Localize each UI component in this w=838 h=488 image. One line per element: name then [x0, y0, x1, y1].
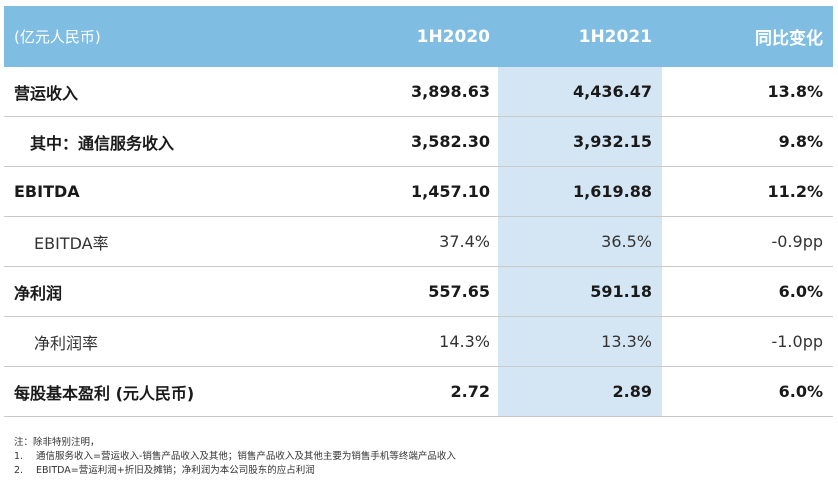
value-yoy-change: 11.2% — [767, 182, 823, 201]
value-1h2021: 36.5% — [498, 217, 662, 266]
row-label: 净利润率 — [34, 333, 99, 353]
value-yoy-change: 6.0% — [778, 382, 823, 401]
table-row: EBITDA 1,457.10 1,619.88 11.2% — [4, 167, 833, 217]
table-row: EBITDA率 37.4% 36.5% -0.9pp — [4, 217, 833, 267]
footnote-number: 1. — [14, 451, 24, 462]
value-yoy-change: 6.0% — [778, 282, 823, 301]
value-1h2021: 2.89 — [498, 367, 662, 416]
row-label: 净利润 — [14, 283, 63, 303]
table-row: 净利润率 14.3% 13.3% -1.0pp — [4, 317, 833, 367]
unit-label: (亿元人民币) — [14, 28, 101, 46]
financial-table: (亿元人民币) 1H2020 1H2021 同比变化 营运收入 3,898.63 4… — [4, 6, 833, 417]
footnote-2: 2. EBITDA=营运利润+折旧及摊销；净利润为本公司股东的应占利润 — [14, 464, 456, 478]
row-label: 每股基本盈利 (元人民币) — [14, 383, 195, 403]
value-1h2021: 13.3% — [498, 317, 662, 366]
col-header-yoy-change: 同比变化 — [755, 29, 823, 49]
value-yoy-change: 13.8% — [767, 82, 823, 101]
table-row: 其中：通信服务收入 3,582.30 3,932.15 9.8% — [4, 117, 833, 167]
row-label: 营运收入 — [14, 83, 79, 103]
row-label: EBITDA — [14, 182, 80, 201]
value-1h2021: 3,932.15 — [498, 117, 662, 166]
footnote-text: 通信服务收入=营运收入-销售产品收入及其他；销售产品收入及其他主要为销售手机等终… — [36, 451, 456, 462]
table-row: 净利润 557.65 591.18 6.0% — [4, 267, 833, 317]
footnote-1: 1. 通信服务收入=营运收入-销售产品收入及其他；销售产品收入及其他主要为销售手… — [14, 450, 456, 464]
value-yoy-change: 9.8% — [778, 132, 823, 151]
value-1h2020: 14.3% — [439, 332, 490, 351]
col-header-1h2020: 1H2020 — [416, 26, 490, 47]
value-yoy-change: -0.9pp — [771, 232, 823, 251]
footnote-title: 注：除非特别注明， — [14, 437, 100, 448]
value-1h2021: 1,619.88 — [498, 167, 662, 216]
value-1h2020: 2.72 — [450, 382, 490, 401]
table-header: (亿元人民币) 1H2020 1H2021 同比变化 — [4, 6, 833, 67]
col-header-1h2021: 1H2021 — [578, 26, 652, 47]
value-1h2020: 37.4% — [439, 232, 490, 251]
row-label: EBITDA率 — [34, 233, 109, 253]
footnotes: 注：除非特别注明， 1. 通信服务收入=营运收入-销售产品收入及其他；销售产品收… — [14, 436, 456, 478]
footnote-text: EBITDA=营运利润+折旧及摊销；净利润为本公司股东的应占利润 — [36, 465, 315, 476]
value-1h2020: 557.65 — [428, 282, 490, 301]
value-yoy-change: -1.0pp — [771, 332, 823, 351]
value-1h2020: 3,898.63 — [411, 82, 490, 101]
value-1h2020: 1,457.10 — [411, 182, 490, 201]
table-body: 营运收入 3,898.63 4,436.47 13.8% 其中：通信服务收入 3,582.… — [4, 67, 833, 417]
footnote-number: 2. — [14, 465, 24, 476]
row-label: 其中：通信服务收入 — [30, 133, 175, 153]
value-1h2020: 3,582.30 — [411, 132, 490, 151]
value-1h2021: 591.18 — [498, 267, 662, 316]
table-row: 每股基本盈利 (元人民币) 2.72 2.89 6.0% — [4, 367, 833, 417]
table-row: 营运收入 3,898.63 4,436.47 13.8% — [4, 67, 833, 117]
value-1h2021: 4,436.47 — [498, 67, 662, 116]
